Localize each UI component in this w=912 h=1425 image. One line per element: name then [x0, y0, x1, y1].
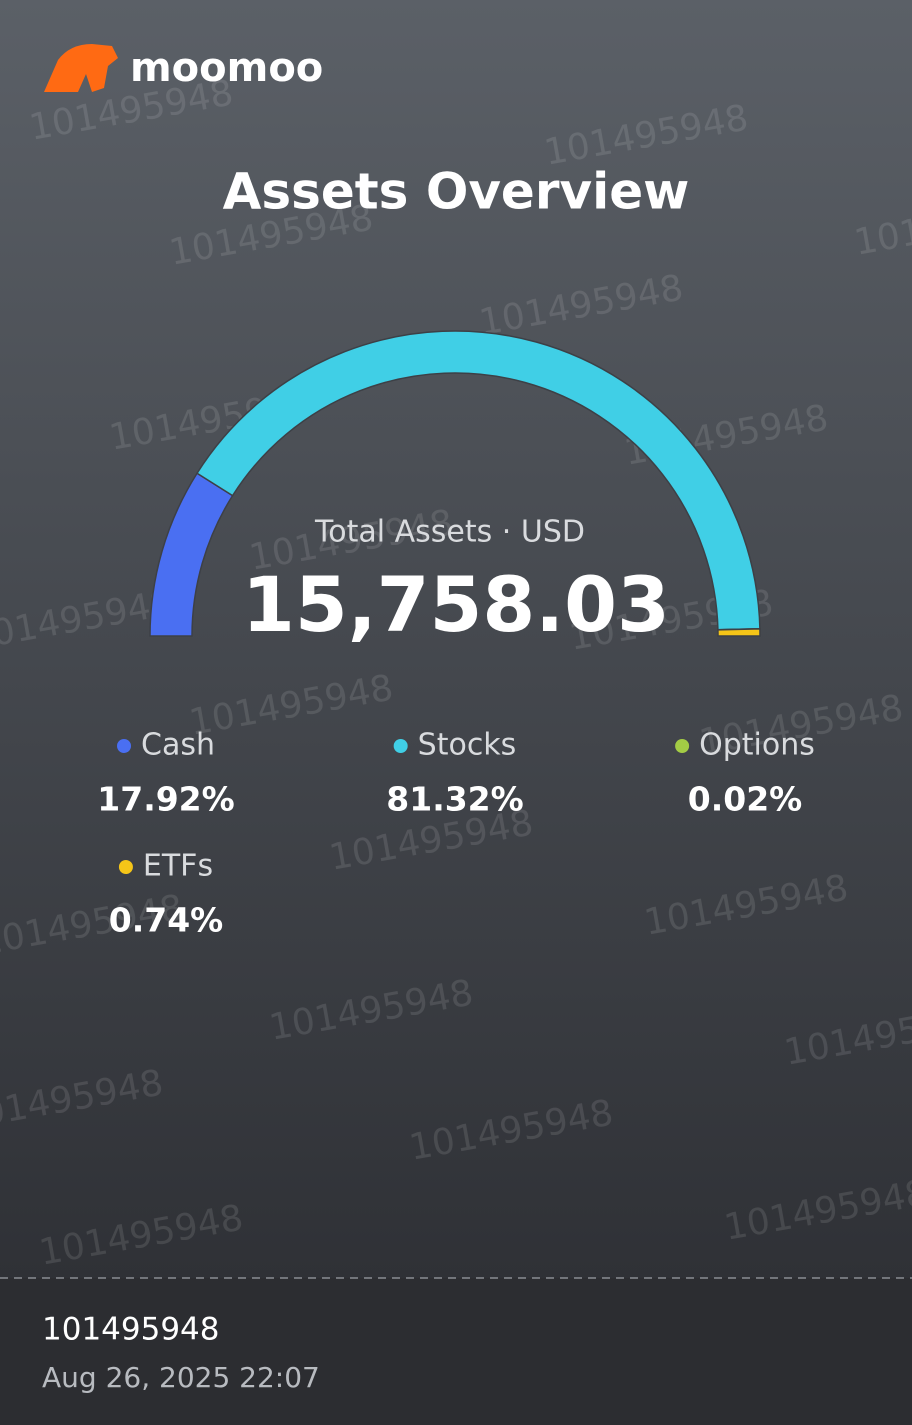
background [0, 0, 912, 1278]
legend-label: Options [699, 728, 815, 763]
legend-label: Stocks [418, 728, 517, 763]
legend-dot [675, 739, 690, 753]
legend-value: 0.02% [688, 780, 803, 819]
total-value: 15,758.03 [242, 560, 670, 649]
brand: moomoo [130, 45, 323, 91]
legend-dot [117, 739, 132, 753]
gauge [149, 330, 761, 637]
subtitle: Total Assets · USD [314, 515, 585, 550]
title: Assets Overview [223, 163, 690, 221]
account-id: 101495948 [42, 1312, 220, 1348]
legend-value: 0.74% [109, 901, 224, 940]
legend-dot [118, 860, 133, 874]
legend-value: 17.92% [97, 780, 234, 819]
logo-icon [44, 44, 118, 92]
gauge-segment [196, 330, 761, 631]
legend-label: Cash [141, 728, 215, 763]
footer-background [0, 1278, 912, 1425]
gauge-segment [717, 628, 761, 637]
legend-label: ETFs [143, 849, 213, 884]
legend: Cash 17.92% Stocks 81.32% Options 0.02% ETFs 0.… [97, 728, 815, 940]
timestamp: Aug 26, 2025 22:07 [42, 1361, 320, 1394]
legend-value: 81.32% [386, 780, 523, 819]
legend-dot [393, 739, 408, 753]
